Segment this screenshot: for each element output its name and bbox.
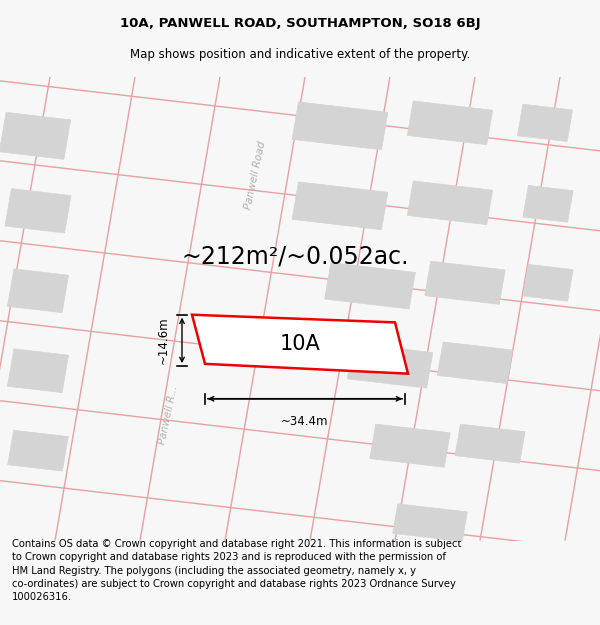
Polygon shape: [523, 264, 573, 301]
Polygon shape: [523, 186, 573, 222]
Polygon shape: [407, 101, 493, 145]
Polygon shape: [370, 424, 450, 468]
Polygon shape: [347, 343, 433, 388]
Polygon shape: [5, 189, 71, 233]
Polygon shape: [437, 342, 512, 384]
Polygon shape: [8, 430, 68, 471]
Polygon shape: [292, 102, 388, 150]
Text: 10A: 10A: [280, 334, 320, 354]
Polygon shape: [325, 262, 415, 309]
Text: Contains OS data © Crown copyright and database right 2021. This information is : Contains OS data © Crown copyright and d…: [12, 539, 461, 602]
Text: 10A, PANWELL ROAD, SOUTHAMPTON, SO18 6BJ: 10A, PANWELL ROAD, SOUTHAMPTON, SO18 6BJ: [119, 17, 481, 30]
Polygon shape: [392, 504, 467, 541]
Polygon shape: [192, 315, 408, 374]
Polygon shape: [292, 182, 388, 230]
Polygon shape: [407, 181, 493, 224]
Text: ~34.4m: ~34.4m: [281, 415, 329, 428]
Text: Panwell R...: Panwell R...: [157, 385, 179, 446]
Text: Map shows position and indicative extent of the property.: Map shows position and indicative extent…: [130, 48, 470, 61]
Text: ~212m²/~0.052ac.: ~212m²/~0.052ac.: [181, 245, 409, 269]
Polygon shape: [517, 104, 572, 141]
Polygon shape: [7, 269, 68, 312]
Polygon shape: [0, 112, 71, 159]
Polygon shape: [455, 424, 525, 463]
Text: Panwell Road: Panwell Road: [243, 140, 267, 210]
Text: ~14.6m: ~14.6m: [157, 316, 170, 364]
Polygon shape: [7, 349, 68, 392]
Polygon shape: [425, 261, 505, 304]
